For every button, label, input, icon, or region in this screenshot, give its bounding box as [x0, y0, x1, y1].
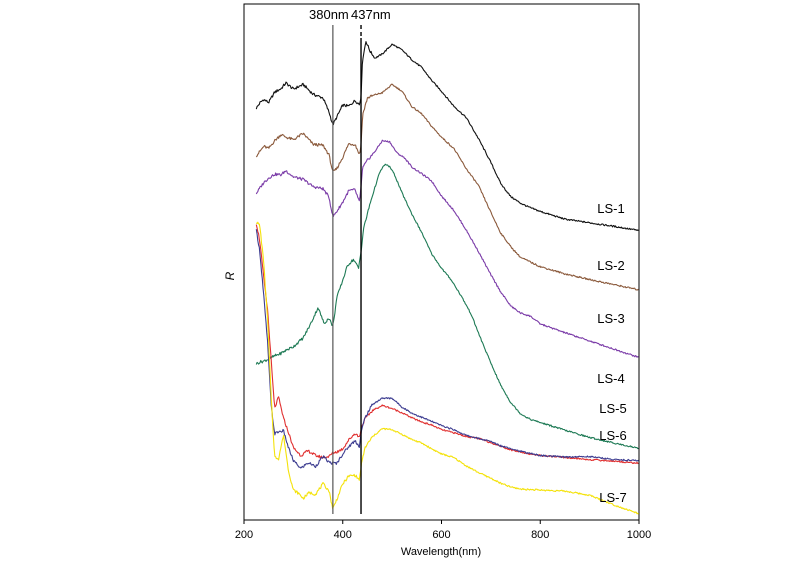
series-line-ls-1: [255, 41, 639, 231]
y-axis-label: R: [223, 271, 237, 280]
series-line-ls-5: [255, 224, 639, 465]
ref-label-380nm: 380nm: [309, 7, 349, 22]
series-labels: LS-1 LS-2 LS-3 LS-4 LS-5 LS-6 LS-7: [597, 201, 626, 505]
x-tick-label-600: 600: [432, 529, 450, 541]
series-label-ls-3: LS-3: [597, 311, 624, 326]
x-tick-label-800: 800: [531, 529, 549, 541]
series-line-ls-6: [255, 229, 639, 469]
series-label-ls-4: LS-4: [597, 371, 624, 386]
plot-frame: [243, 3, 640, 521]
series-label-ls-5: LS-5: [599, 401, 626, 416]
series-label-ls-7: LS-7: [599, 490, 626, 505]
series-line-ls-3: [255, 139, 639, 358]
ref-label-437nm: 437nm: [351, 7, 391, 22]
series-layer: [255, 41, 639, 515]
series-line-ls-2: [255, 83, 639, 291]
reference-lines: 380nm 437nm: [309, 7, 391, 514]
series-label-ls-2: LS-2: [597, 258, 624, 273]
series-line-ls-7: [255, 221, 639, 515]
series-label-ls-1: LS-1: [597, 201, 624, 216]
x-axis-label: Wavelength(nm): [401, 546, 481, 558]
x-axis-ticks: 200 400 600 800 1000: [235, 520, 651, 541]
x-tick-label-400: 400: [334, 529, 352, 541]
series-label-ls-6: LS-6: [599, 428, 626, 443]
series-line-ls-4: [255, 163, 639, 450]
x-tick-label-200: 200: [235, 529, 253, 541]
x-tick-label-1000: 1000: [627, 529, 651, 541]
